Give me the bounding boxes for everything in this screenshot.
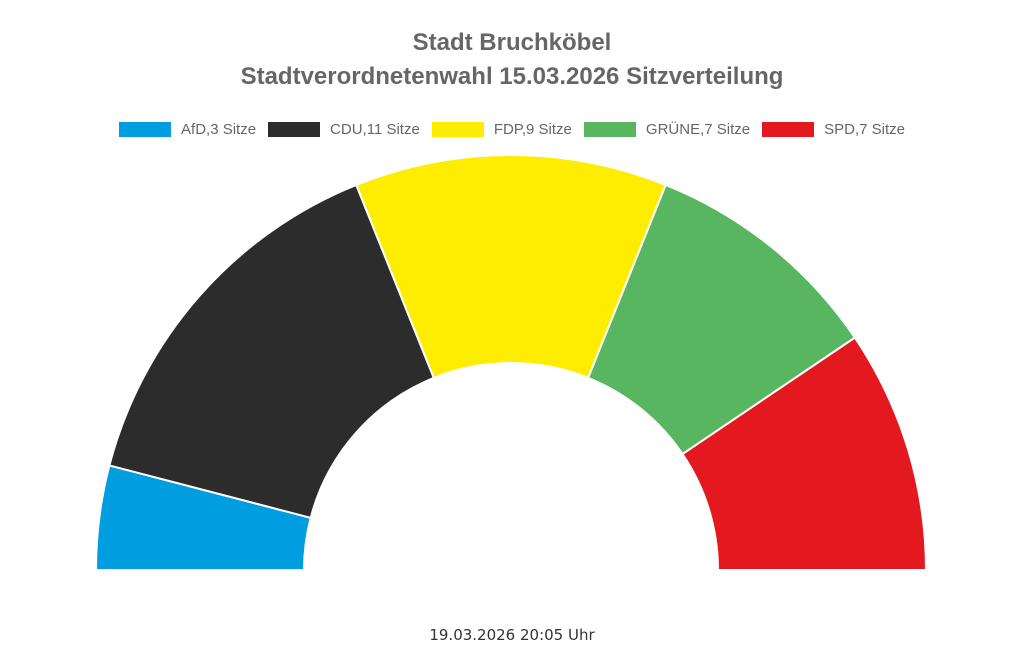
timestamp: 19.03.2026 20:05 Uhr (429, 626, 595, 644)
legend-item-cdu[interactable]: CDU,11 Sitze (268, 121, 420, 138)
chart-subtitle: Stadtverordnetenwahl 15.03.2026 Sitzvert… (240, 63, 784, 90)
legend-label: CDU,11 Sitze (330, 121, 420, 138)
legend-item-fdp[interactable]: FDP,9 Sitze (431, 121, 572, 138)
legend-item-afd[interactable]: AfD,3 Sitze (119, 121, 256, 138)
legend-label: GRÜNE,7 Sitze (645, 121, 751, 138)
slice-cdu[interactable] (108, 183, 436, 520)
legend-swatch-spd (762, 122, 815, 137)
legend-swatch-afd (119, 122, 172, 137)
legend-swatch-cdu (268, 122, 321, 137)
legend-label: AfD,3 Sitze (181, 121, 257, 138)
legend-swatch-gruene (583, 122, 636, 137)
legend-label: SPD,7 Sitze (824, 121, 905, 138)
slice-fdp[interactable] (354, 154, 668, 380)
legend-label: FDP,9 Sitze (493, 121, 572, 138)
legend-swatch-fdp (431, 122, 484, 137)
legend: AfD,3 Sitze CDU,11 Sitze FDP,9 Sitze GRÜ… (0, 121, 1024, 138)
slice-spd[interactable] (681, 336, 928, 571)
chart-title: Stadt Bruchköbel (412, 29, 612, 56)
legend-item-gruene[interactable]: GRÜNE,7 Sitze (583, 121, 751, 138)
legend-item-spd[interactable]: SPD,7 Sitze (762, 121, 905, 138)
chart-slices (94, 154, 928, 571)
